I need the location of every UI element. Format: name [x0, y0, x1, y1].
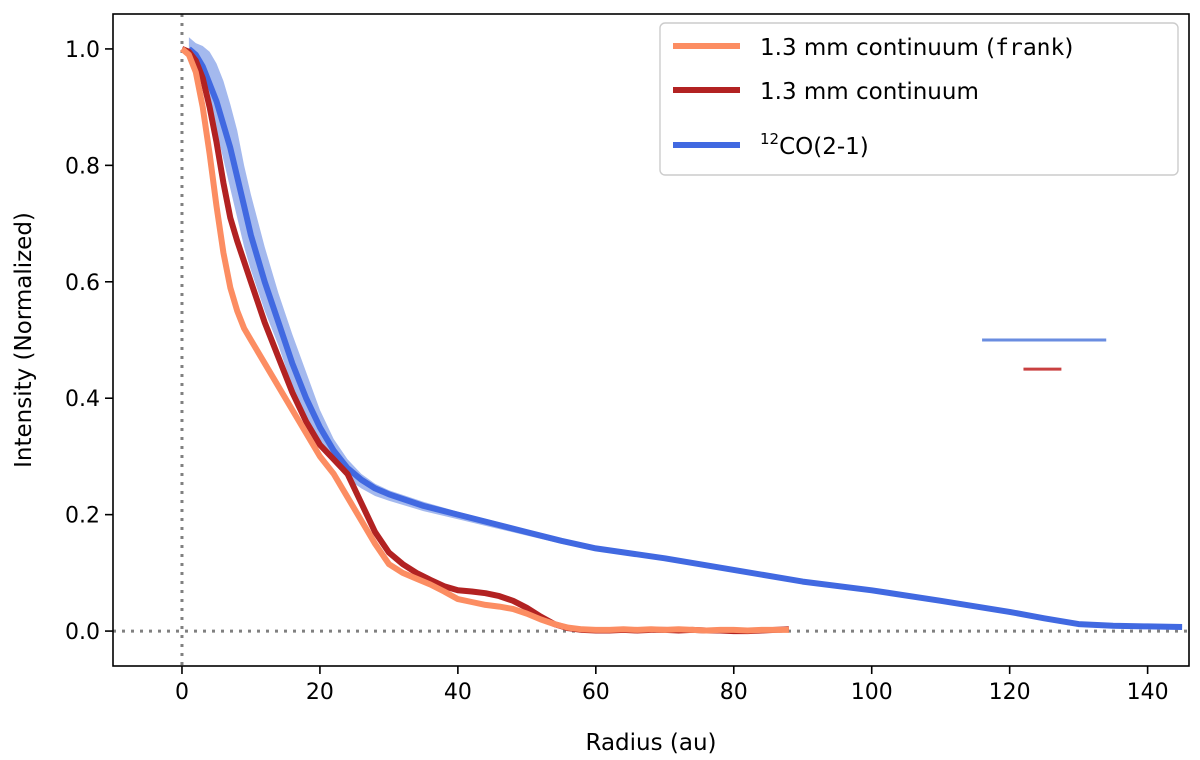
- legend-label-co: 12CO(2-1): [760, 130, 869, 160]
- y-tick-label: 0.0: [65, 620, 100, 645]
- x-tick-label: 100: [851, 680, 893, 705]
- legend-label-frank: 1.3 mm continuum (frank): [760, 35, 1073, 61]
- x-tick-label: 20: [306, 680, 334, 705]
- legend-label-continuum: 1.3 mm continuum: [760, 79, 979, 105]
- x-tick-label: 80: [720, 680, 748, 705]
- x-axis-title: Radius (au): [585, 730, 716, 756]
- series-lines: [180, 46, 1183, 635]
- x-axis-ticks: 0 20 40 60 80 100 120 140: [175, 666, 1169, 705]
- y-axis-title: Intensity (Normalized): [11, 212, 37, 468]
- plot-frame: [112, 13, 1190, 667]
- series-line-co: [186, 46, 1183, 630]
- legend: 1.3 mm continuum (frank) 1.3 mm continuu…: [659, 22, 1179, 176]
- reference-lines: [113, 14, 1189, 666]
- x-tick-label: 140: [1127, 680, 1169, 705]
- y-tick-label: 0.2: [65, 504, 100, 529]
- legend-box: [659, 22, 1179, 176]
- x-tick-label: 0: [175, 680, 189, 705]
- y-axis-ticks: 0.0 0.2 0.4 0.6 0.8 1.0: [65, 38, 113, 645]
- beam-size-bars: [982, 338, 1107, 371]
- y-tick-label: 0.6: [65, 271, 100, 296]
- y-tick-label: 0.8: [65, 154, 100, 179]
- x-tick-label: 120: [989, 680, 1031, 705]
- x-tick-label: 40: [444, 680, 472, 705]
- y-tick-label: 0.4: [65, 387, 100, 412]
- series-line-frank: [180, 46, 789, 634]
- y-tick-label: 1.0: [65, 38, 100, 63]
- x-tick-label: 60: [582, 680, 610, 705]
